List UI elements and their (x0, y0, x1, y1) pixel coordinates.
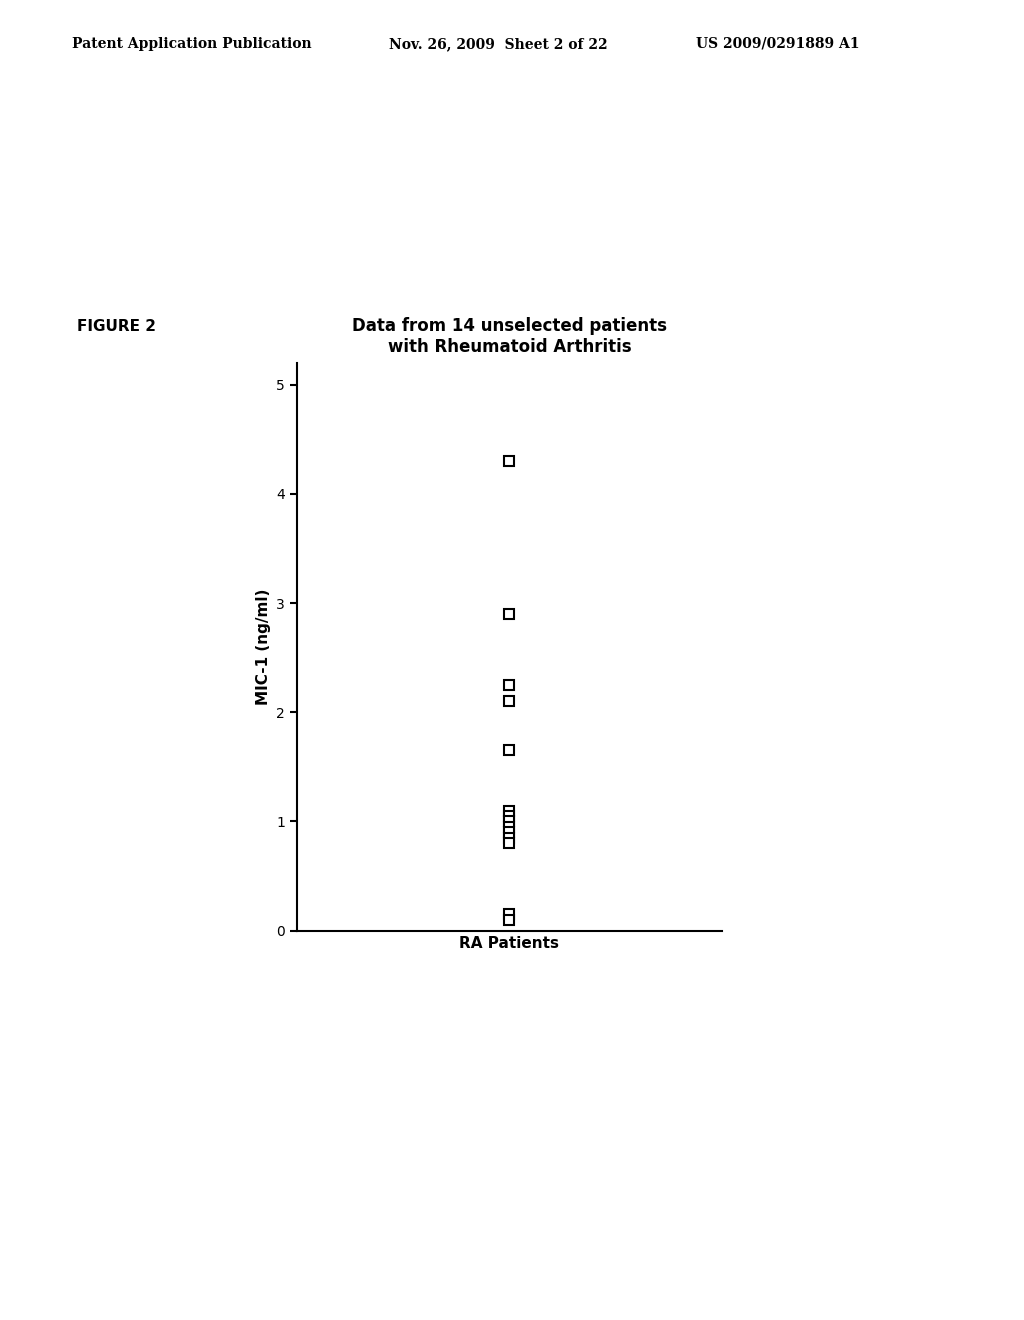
Text: Patent Application Publication: Patent Application Publication (72, 37, 311, 51)
Title: Data from 14 unselected patients
with Rheumatoid Arthritis: Data from 14 unselected patients with Rh… (352, 317, 667, 356)
X-axis label: RA Patients: RA Patients (460, 936, 559, 952)
Text: US 2009/0291889 A1: US 2009/0291889 A1 (696, 37, 860, 51)
Y-axis label: MIC-1 (ng/ml): MIC-1 (ng/ml) (256, 589, 270, 705)
Text: FIGURE 2: FIGURE 2 (77, 319, 156, 334)
Text: Nov. 26, 2009  Sheet 2 of 22: Nov. 26, 2009 Sheet 2 of 22 (389, 37, 608, 51)
